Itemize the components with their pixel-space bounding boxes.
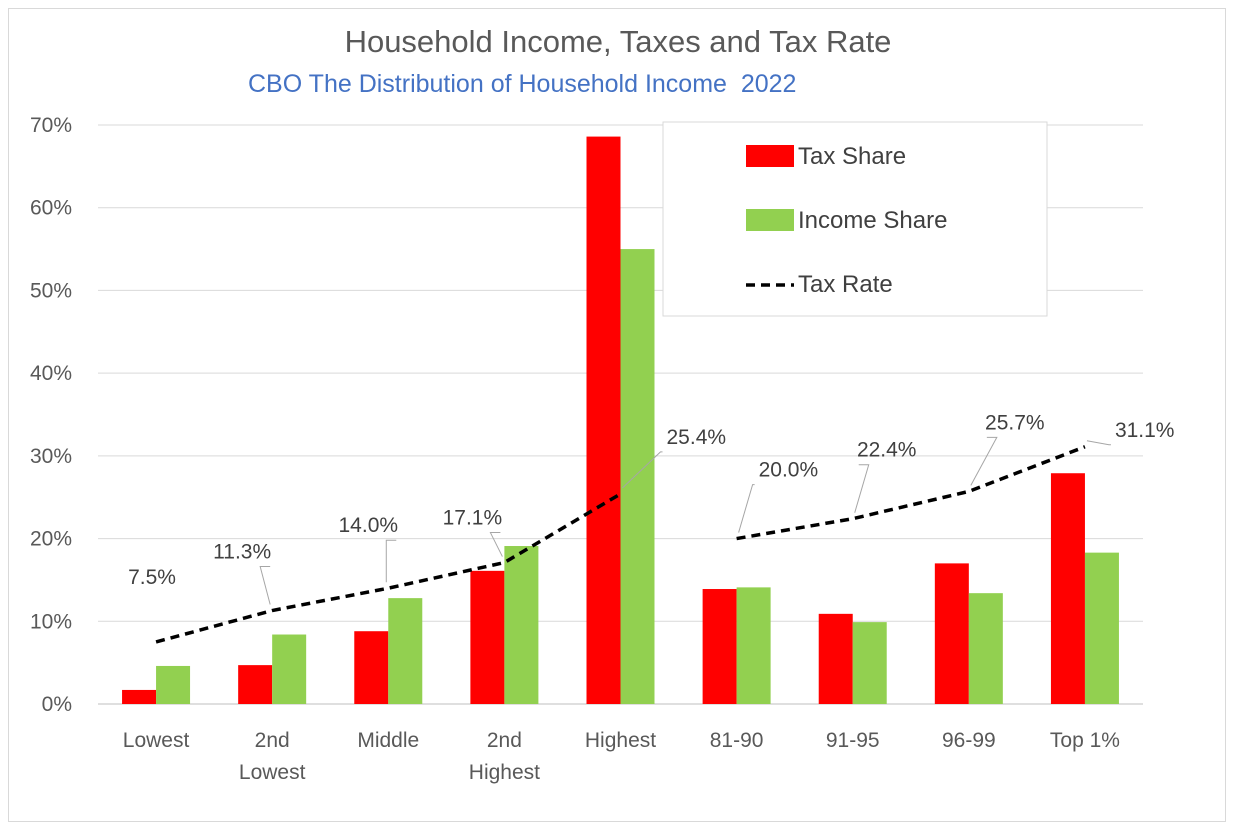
chart-title: Household Income, Taxes and Tax Rate [344, 24, 892, 59]
bar-tax-share [818, 613, 853, 704]
bar-income-share [272, 634, 307, 704]
tax-rate-label: 17.1% [443, 507, 503, 530]
bar-tax-share [238, 665, 273, 704]
x-tick-label: 81-90 [710, 729, 764, 752]
bar-income-share [620, 249, 655, 705]
y-tick-label: 0% [42, 693, 72, 716]
data-label-leader [970, 436, 998, 486]
legend-label: Tax Rate [798, 271, 893, 298]
bar-tax-share [354, 631, 389, 704]
data-label-leader [738, 484, 755, 533]
tax-rate-label: 20.0% [759, 459, 819, 482]
tax-rate-label: 25.7% [985, 411, 1045, 434]
tax-rate-label: 22.4% [857, 439, 917, 462]
data-label-leader [385, 539, 397, 583]
x-tick-label: Middle [357, 729, 419, 752]
y-tick-label: 50% [30, 279, 72, 302]
legend-swatch-tax-share [746, 145, 794, 167]
bar-income-share [156, 665, 191, 704]
tax-rate-label: 7.5% [128, 566, 176, 589]
legend-box [662, 121, 1048, 317]
data-label-leader [622, 451, 663, 489]
data-label-leader [854, 464, 870, 513]
data-label-leader [1086, 440, 1111, 446]
chart-subtitle: CBO The Distribution of Household Income… [248, 70, 797, 98]
x-tick-label: Top 1% [1050, 729, 1120, 752]
tax-rate-line [155, 492, 622, 644]
bar-income-share [388, 598, 423, 704]
x-tick-label: Lowest [123, 729, 190, 752]
bar-income-share [968, 593, 1003, 704]
legend-label: Income Share [798, 207, 947, 234]
y-tick-label: 20% [30, 528, 72, 551]
y-tick-label: 60% [30, 197, 72, 220]
x-tick-label: Highest [469, 761, 540, 784]
x-tick-label: Highest [585, 729, 656, 752]
legend-swatch-income-share [746, 209, 794, 231]
x-tick-label: Lowest [239, 761, 306, 784]
x-tick-label: 96-99 [942, 729, 996, 752]
bar-tax-share [702, 589, 737, 704]
bar-income-share [736, 587, 771, 704]
bar-income-share [1084, 552, 1119, 704]
y-tick-label: 10% [30, 610, 72, 633]
bar-income-share [852, 622, 887, 704]
bar-tax-share [934, 563, 969, 704]
bar-tax-share [586, 136, 621, 704]
y-tick-label: 30% [30, 445, 72, 468]
data-label-leader [259, 566, 271, 605]
tax-rate-label: 14.0% [339, 514, 399, 537]
y-tick-label: 40% [30, 362, 72, 385]
bar-income-share [504, 546, 539, 704]
y-tick-label: 70% [30, 114, 72, 137]
tax-rate-label: 11.3% [213, 541, 271, 564]
x-tick-label: 2nd [487, 729, 522, 752]
tax-rate-label: 31.1% [1115, 419, 1175, 442]
tax-rate-label: 25.4% [667, 426, 727, 449]
x-tick-label: 91-95 [826, 729, 880, 752]
legend-label: Tax Share [798, 143, 906, 170]
bar-tax-share [122, 689, 157, 704]
x-tick-label: 2nd [255, 729, 290, 752]
bar-tax-share [1050, 473, 1085, 704]
data-label-leader [489, 532, 503, 557]
bar-tax-share [470, 570, 505, 704]
